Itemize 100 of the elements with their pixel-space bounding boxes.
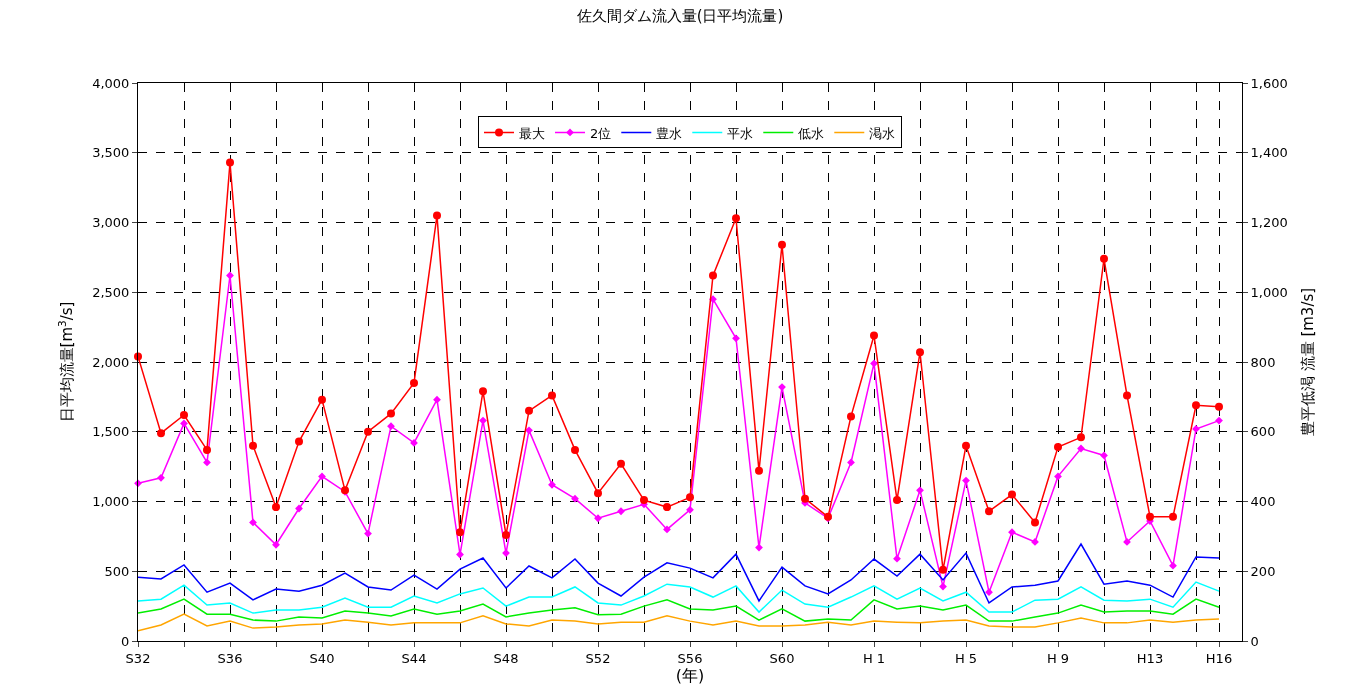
point [663, 503, 671, 512]
point [1008, 490, 1016, 499]
y2-tick-label: 400 [1250, 494, 1276, 510]
y-tick-label: 1,000 [92, 494, 130, 510]
point [962, 476, 970, 485]
point [985, 507, 993, 516]
point [433, 211, 441, 220]
y-tick-label: 3,500 [92, 145, 130, 161]
point [548, 480, 556, 489]
point [939, 582, 947, 591]
point [272, 540, 280, 549]
point [1192, 401, 1200, 410]
point [525, 406, 533, 415]
y-tick-label: 2,000 [92, 354, 130, 370]
point [709, 271, 717, 280]
point [249, 441, 257, 450]
x-tick-label: H 9 [1046, 650, 1070, 666]
x-tick-label: S56 [677, 650, 703, 666]
point [755, 543, 763, 552]
line-series [138, 598, 1220, 622]
x-tick-label: S52 [585, 650, 611, 666]
point [571, 494, 579, 503]
y-tick-label: 3,000 [92, 215, 130, 231]
point [916, 348, 924, 357]
point [157, 473, 165, 482]
point [1031, 518, 1039, 527]
chart-title: 佐久間ダム流入量(日平均流量) [576, 6, 784, 25]
x-tick-label: H 1 [862, 650, 886, 666]
point [686, 505, 694, 514]
point [571, 445, 579, 454]
point [134, 352, 142, 361]
point [157, 429, 165, 438]
point [226, 271, 234, 280]
point [318, 395, 326, 404]
point [686, 493, 694, 502]
point [364, 427, 372, 436]
point [732, 214, 740, 223]
line-series [138, 581, 1220, 614]
x-axis-title: (年) [675, 665, 705, 685]
point [870, 331, 878, 340]
point [594, 489, 602, 498]
point [456, 550, 464, 559]
point [295, 437, 303, 446]
point [847, 458, 855, 467]
point [295, 504, 303, 513]
point [1215, 416, 1223, 425]
point [640, 496, 648, 505]
legend-label: 平水 [727, 125, 754, 141]
x-tick-label: S60 [769, 650, 795, 666]
x-tick-label: H16 [1205, 650, 1233, 666]
x-tick-label: S36 [217, 650, 243, 666]
point [1054, 472, 1062, 481]
point [1077, 444, 1085, 453]
point [1077, 433, 1085, 442]
point [203, 458, 211, 467]
point [755, 466, 763, 475]
point [801, 494, 809, 503]
point [387, 409, 395, 418]
point [1123, 391, 1131, 400]
point [180, 419, 188, 428]
y2-tick-label: 800 [1250, 354, 1276, 370]
y2-tick-label: 1,400 [1250, 145, 1288, 161]
line-series [138, 613, 1220, 632]
legend-label: 豊水 [656, 125, 683, 141]
x-tick-label: S44 [401, 650, 427, 666]
y2-tick-label: 0 [1250, 633, 1259, 649]
point [847, 412, 855, 421]
point [180, 411, 188, 420]
point [1215, 402, 1223, 411]
point [939, 565, 947, 574]
point [1146, 512, 1154, 521]
y-tick-label: 1,500 [92, 424, 130, 440]
point [364, 529, 372, 538]
point [893, 554, 901, 563]
point [548, 391, 556, 400]
legend-label: 低水 [798, 125, 825, 141]
line-series [138, 543, 1220, 604]
x-tick-label: H 5 [954, 650, 978, 666]
point [617, 459, 625, 468]
point [479, 387, 487, 396]
point [617, 507, 625, 516]
point [1054, 443, 1062, 452]
point [456, 528, 464, 537]
point [663, 525, 671, 534]
point [870, 359, 878, 368]
point [732, 334, 740, 343]
point [249, 518, 257, 527]
x-tick-label: S48 [493, 650, 519, 666]
y2-tick-label: 1,200 [1250, 215, 1288, 231]
x-tick-label: H13 [1136, 650, 1164, 666]
point [985, 588, 993, 597]
y-tick-label: 500 [104, 563, 130, 579]
y2-axis-title: 豊平低渇 流量 [m3/s] [1298, 287, 1317, 437]
point [410, 378, 418, 387]
y2-tick-label: 1,600 [1250, 75, 1288, 91]
y2-tick-label: 200 [1250, 563, 1276, 579]
x-tick-label: S40 [309, 650, 335, 666]
y2-tick-label: 600 [1250, 424, 1276, 440]
point [502, 530, 510, 539]
point [479, 416, 487, 425]
